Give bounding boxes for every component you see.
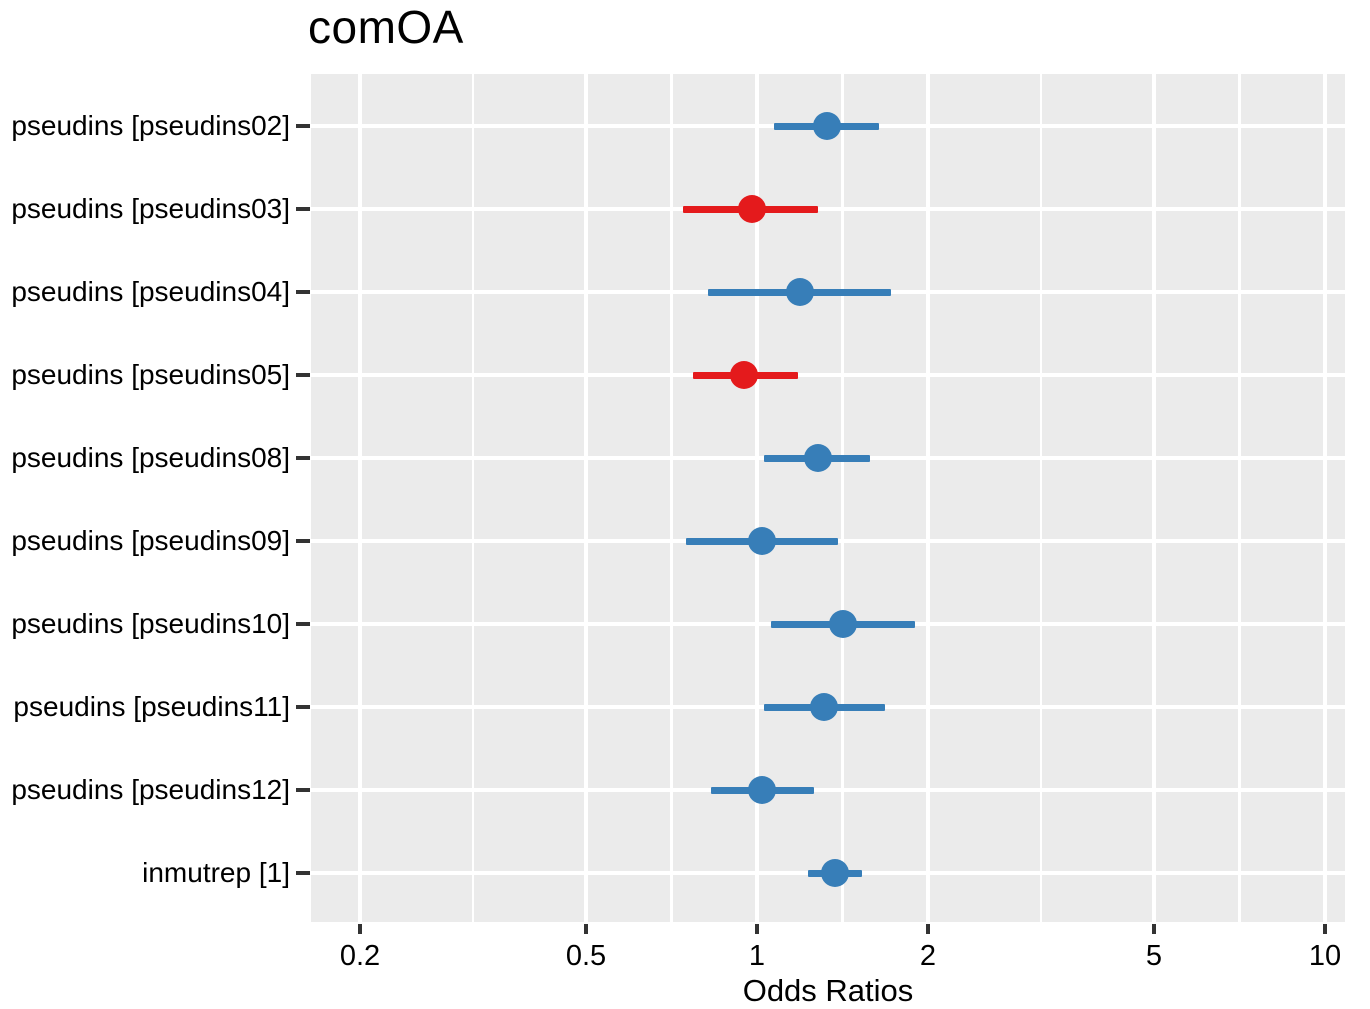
point-estimate-dot bbox=[803, 444, 832, 472]
y-axis-tick bbox=[296, 539, 310, 543]
major-gridline-vertical bbox=[358, 74, 362, 922]
y-axis-label: pseudins [pseudins02] bbox=[11, 110, 290, 141]
x-axis-tick bbox=[755, 924, 759, 934]
major-gridline-vertical bbox=[755, 74, 759, 922]
minor-gridline-vertical bbox=[670, 74, 673, 922]
y-axis-tick bbox=[296, 788, 310, 792]
x-axis-tick-label: 5 bbox=[1145, 940, 1163, 972]
y-axis-label: pseudins [pseudins09] bbox=[11, 525, 290, 556]
x-axis-tick bbox=[1152, 924, 1156, 934]
y-axis-label: pseudins [pseudins10] bbox=[11, 608, 290, 639]
x-axis-tick bbox=[1323, 924, 1327, 934]
x-axis-tick-label: 0.5 bbox=[565, 940, 607, 972]
x-axis-tick bbox=[357, 924, 362, 934]
x-axis-tick-label: 0.2 bbox=[339, 940, 381, 972]
major-gridline-vertical bbox=[1152, 74, 1156, 922]
point-estimate-dot bbox=[820, 859, 849, 887]
y-axis-tick bbox=[296, 207, 310, 211]
y-axis-tick bbox=[296, 124, 310, 128]
major-gridline-vertical bbox=[926, 74, 930, 922]
y-axis-label: pseudins [pseudins08] bbox=[11, 442, 290, 473]
y-axis-tick bbox=[296, 871, 310, 875]
x-axis-tick-label: 2 bbox=[919, 940, 937, 972]
point-estimate-dot bbox=[730, 361, 759, 389]
y-axis-label: pseudins [pseudins04] bbox=[11, 276, 290, 307]
y-axis-label: pseudins [pseudins03] bbox=[11, 193, 290, 224]
plot-title: comOA bbox=[308, 1, 464, 53]
point-estimate-dot bbox=[813, 112, 842, 140]
point-estimate-dot bbox=[785, 278, 814, 306]
point-estimate-dot bbox=[809, 693, 838, 721]
y-axis-label: pseudins [pseudins12] bbox=[11, 774, 290, 805]
x-axis-title: Odds Ratios bbox=[742, 973, 914, 1008]
x-axis-tick bbox=[925, 924, 930, 934]
y-axis-tick bbox=[296, 622, 310, 626]
minor-gridline-vertical bbox=[1238, 74, 1241, 922]
major-gridline-horizontal bbox=[311, 788, 1345, 792]
point-estimate-dot bbox=[747, 527, 776, 555]
y-axis-label: pseudins [pseudins11] bbox=[13, 691, 290, 722]
y-axis-label: pseudins [pseudins05] bbox=[11, 359, 290, 390]
plot-panel bbox=[311, 74, 1345, 922]
x-axis-tick-label: 10 bbox=[1308, 940, 1342, 972]
x-axis-tick bbox=[584, 924, 588, 934]
minor-gridline-vertical bbox=[471, 74, 475, 922]
major-gridline-horizontal bbox=[311, 373, 1345, 377]
point-estimate-dot bbox=[747, 776, 776, 804]
y-axis-label: inmutrep [1] bbox=[142, 857, 290, 888]
major-gridline-horizontal bbox=[311, 207, 1345, 211]
y-axis-tick bbox=[296, 290, 310, 294]
minor-gridline-vertical bbox=[841, 74, 844, 922]
y-axis-tick bbox=[296, 705, 310, 709]
major-gridline-vertical bbox=[584, 74, 588, 922]
y-axis-tick bbox=[296, 456, 310, 460]
minor-gridline-vertical bbox=[1039, 74, 1043, 922]
point-estimate-dot bbox=[829, 610, 858, 638]
major-gridline-vertical bbox=[1323, 74, 1327, 922]
x-axis-tick-label: 1 bbox=[748, 940, 766, 972]
point-estimate-dot bbox=[738, 195, 767, 223]
y-axis-tick bbox=[296, 373, 310, 377]
